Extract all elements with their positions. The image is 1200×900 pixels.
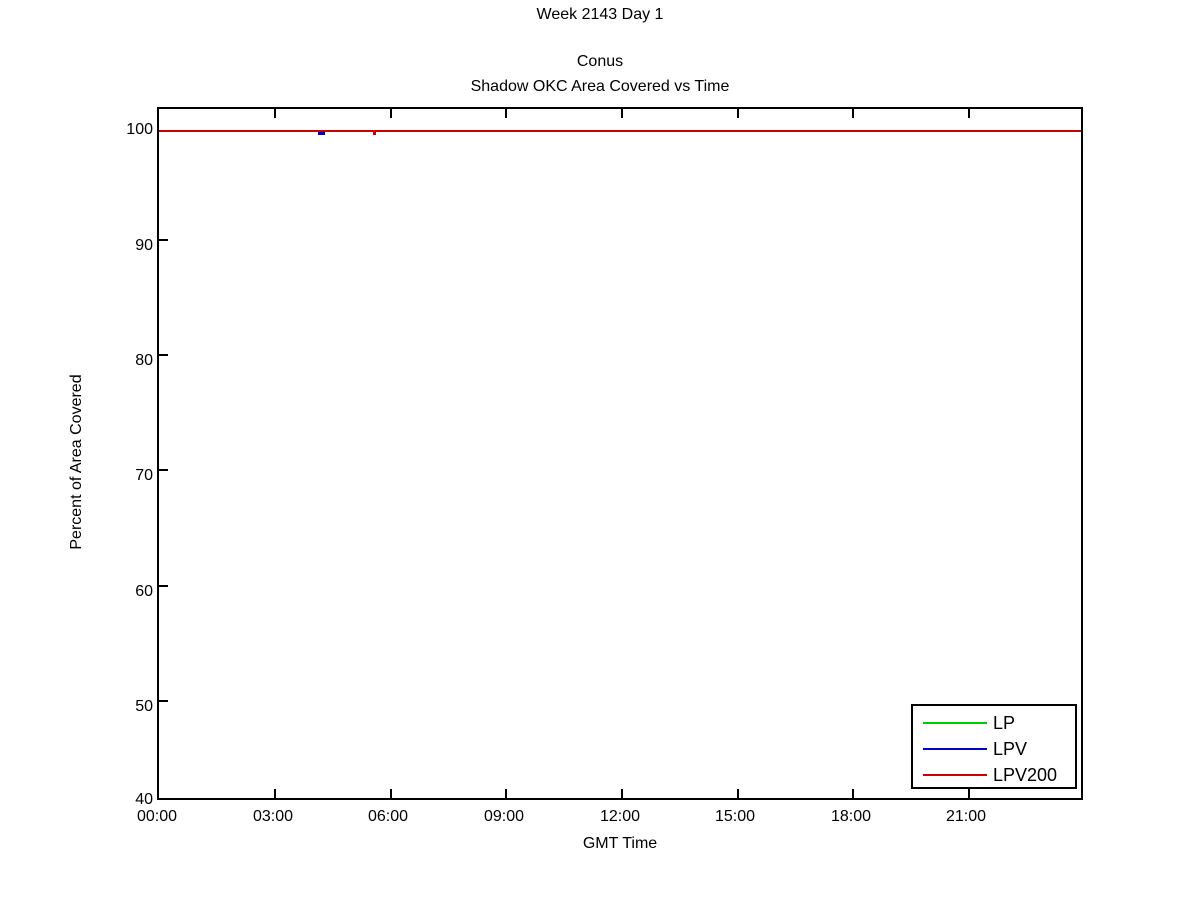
chart-title-line-2: Shadow OKC Area Covered vs Time [470,78,730,95]
x-tick-mark-0300 [274,789,276,798]
legend-item-lpv[interactable]: LPV [913,736,1075,762]
legend-item-lpv200[interactable]: LPV200 [913,762,1075,788]
x-tick-mark-0600 [390,789,392,798]
plot-area [157,107,1083,800]
y-tick-label-40: 40 [135,791,153,808]
x-tick-mark-top-0300 [274,109,276,118]
x-tick-label-1200: 12:00 [599,808,641,825]
y-tick-mark-70 [159,469,168,471]
x-tick-label-1500: 15:00 [714,808,756,825]
x-tick-mark-top-0600 [390,109,392,118]
legend-swatch-lp [923,722,987,724]
y-tick-label-90: 90 [135,237,153,254]
y-tick-mark-80 [159,354,168,356]
y-tick-label-80: 80 [135,352,153,369]
x-tick-mark-2100 [968,789,970,798]
x-tick-mark-top-1800 [852,109,854,118]
series-anomaly-lpv [318,131,325,135]
y-tick-label-100: 100 [126,121,153,138]
chart-legend: LP LPV LPV200 [911,704,1077,789]
x-tick-label-0300: 03:00 [252,808,294,825]
x-tick-mark-1800 [852,789,854,798]
legend-item-lp[interactable]: LP [913,710,1075,736]
y-axis-title: Percent of Area Covered [68,374,85,550]
x-tick-mark-0900 [505,789,507,798]
y-tick-mark-50 [159,700,168,702]
y-tick-label-70: 70 [135,467,153,484]
y-tick-label-60: 60 [135,583,153,600]
legend-label-lpv200: LPV200 [993,765,1058,785]
x-tick-mark-1500 [737,789,739,798]
plot-canvas [159,109,1081,798]
series-line-lpv200 [159,130,1081,132]
x-tick-mark-top-1500 [737,109,739,118]
x-axis-title: GMT Time [582,835,658,852]
x-tick-mark-top-1200 [621,109,623,118]
x-tick-label-1800: 18:00 [830,808,872,825]
legend-swatch-lpv [923,748,987,750]
series-anomaly-lpv200 [373,132,376,135]
chart-title-line-1: Conus [576,53,624,70]
chart-title: Conus Shadow OKC Area Covered vs Time [0,49,1200,99]
x-tick-label-0600: 06:00 [367,808,409,825]
y-tick-label-50: 50 [135,698,153,715]
x-tick-label-0000: 00:00 [136,808,178,825]
x-tick-mark-top-2100 [968,109,970,118]
x-tick-label-0900: 09:00 [483,808,525,825]
figure-suptitle: Week 2143 Day 1 [536,6,664,23]
y-tick-mark-60 [159,585,168,587]
legend-label-lpv: LPV [993,739,1028,759]
legend-label-lp: LP [993,713,1016,733]
x-tick-mark-top-0900 [505,109,507,118]
x-tick-mark-1200 [621,789,623,798]
x-tick-label-2100: 21:00 [945,808,987,825]
y-tick-mark-90 [159,239,168,241]
legend-swatch-lpv200 [923,774,987,776]
